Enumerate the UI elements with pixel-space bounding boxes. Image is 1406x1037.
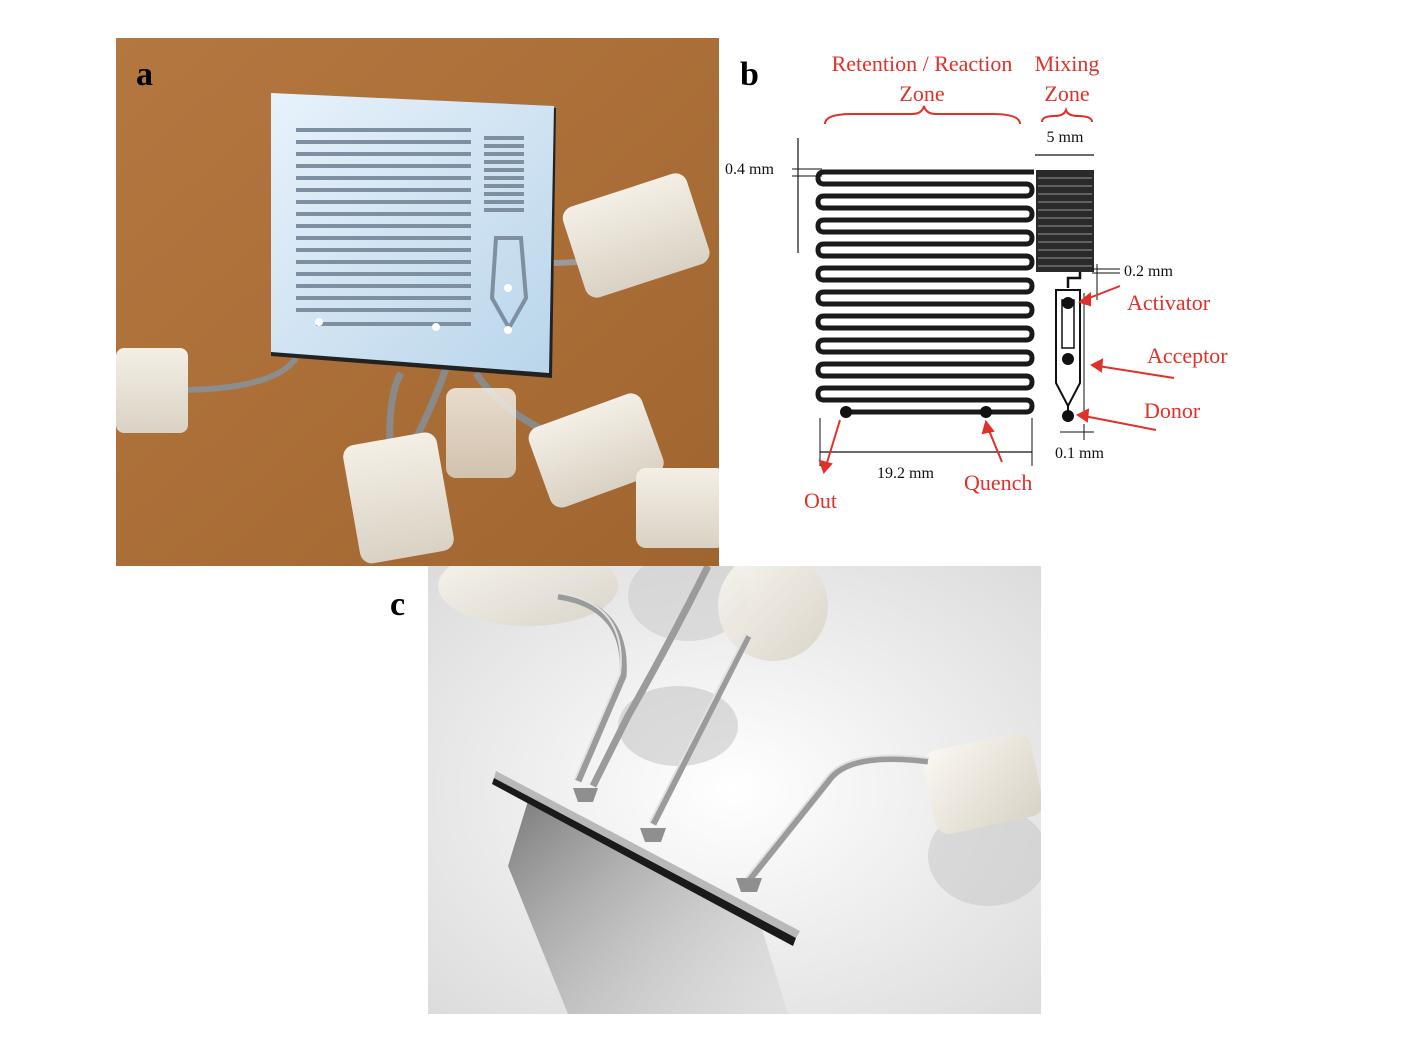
dim-gap: 0.2 mm bbox=[1124, 263, 1173, 280]
chip-side-view-illustration bbox=[428, 546, 1048, 1014]
acceptor-port bbox=[1062, 353, 1074, 365]
zone-retention-label-line2: Zone bbox=[899, 81, 944, 106]
reagent-chamber bbox=[1055, 289, 1081, 409]
activator-port bbox=[1062, 297, 1074, 309]
zone-mixing-label-line2: Zone bbox=[1044, 81, 1089, 106]
zone-mixing-label-line1: Mixing bbox=[1035, 51, 1100, 76]
chip-photo-illustration bbox=[116, 38, 726, 566]
chip-schematic: Retention / Reaction Zone Mixing Zone 5 … bbox=[725, 51, 1228, 513]
donor-port bbox=[1062, 410, 1074, 422]
quench-label: Quench bbox=[964, 470, 1032, 495]
panel-label-b: b bbox=[740, 56, 759, 93]
panel-a-photo bbox=[116, 38, 726, 566]
dim-length: 19.2 mm bbox=[877, 465, 934, 482]
mixing-outlet-channel bbox=[1066, 272, 1082, 288]
panel-label-a: a bbox=[136, 56, 153, 93]
out-port bbox=[840, 406, 852, 418]
dim-small: 0.1 mm bbox=[1055, 445, 1104, 462]
panel-c-photo bbox=[428, 546, 1048, 1014]
mixing-zone-channels bbox=[1036, 170, 1094, 272]
activator-label: Activator bbox=[1127, 290, 1211, 315]
dim-channel-width: 0.4 mm bbox=[725, 161, 774, 178]
retention-zone-brace bbox=[824, 105, 1021, 125]
donor-label: Donor bbox=[1144, 398, 1201, 423]
out-label: Out bbox=[804, 488, 837, 513]
mixing-zone-brace bbox=[1041, 106, 1093, 123]
acceptor-label: Acceptor bbox=[1147, 343, 1228, 368]
retention-serpentine-channel bbox=[815, 169, 1035, 415]
panel-label-c: c bbox=[390, 586, 406, 623]
panel-b-diagram: Retention / Reaction Zone Mixing Zone 5 … bbox=[722, 38, 1252, 566]
dim-mixing-width: 5 mm bbox=[1047, 129, 1084, 146]
zone-retention-label-line1: Retention / Reaction bbox=[832, 51, 1013, 76]
quench-port bbox=[980, 406, 992, 418]
